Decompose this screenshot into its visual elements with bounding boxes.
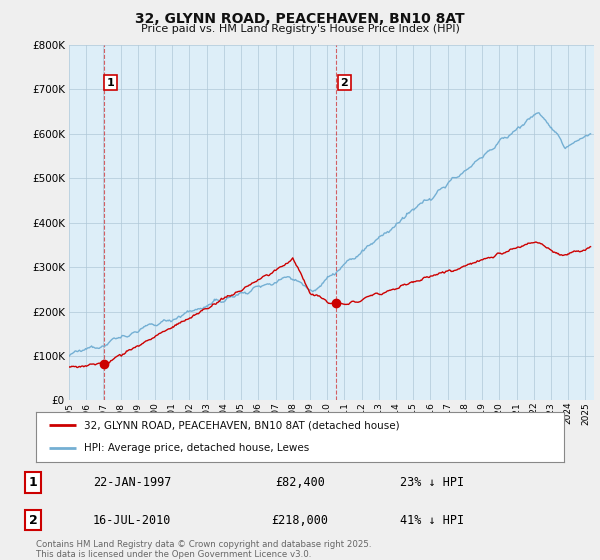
Text: 1: 1 — [106, 78, 114, 87]
Text: 22-JAN-1997: 22-JAN-1997 — [93, 476, 171, 489]
Text: Contains HM Land Registry data © Crown copyright and database right 2025.
This d: Contains HM Land Registry data © Crown c… — [36, 540, 371, 559]
Text: 2: 2 — [341, 78, 348, 87]
Text: 23% ↓ HPI: 23% ↓ HPI — [400, 476, 464, 489]
Text: 41% ↓ HPI: 41% ↓ HPI — [400, 514, 464, 527]
Text: 2: 2 — [29, 514, 37, 527]
Text: 32, GLYNN ROAD, PEACEHAVEN, BN10 8AT: 32, GLYNN ROAD, PEACEHAVEN, BN10 8AT — [135, 12, 465, 26]
Text: 32, GLYNN ROAD, PEACEHAVEN, BN10 8AT (detached house): 32, GLYNN ROAD, PEACEHAVEN, BN10 8AT (de… — [83, 420, 399, 430]
Text: £82,400: £82,400 — [275, 476, 325, 489]
Text: 16-JUL-2010: 16-JUL-2010 — [93, 514, 171, 527]
Text: HPI: Average price, detached house, Lewes: HPI: Average price, detached house, Lewe… — [83, 444, 309, 454]
Text: 1: 1 — [29, 476, 37, 489]
Text: £218,000: £218,000 — [271, 514, 329, 527]
Text: Price paid vs. HM Land Registry's House Price Index (HPI): Price paid vs. HM Land Registry's House … — [140, 24, 460, 34]
